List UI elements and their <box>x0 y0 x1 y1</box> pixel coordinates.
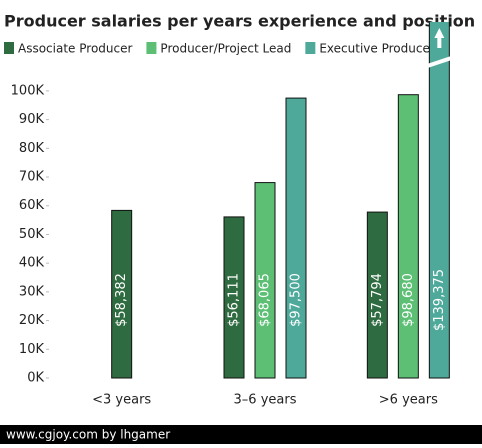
bar <box>223 216 245 379</box>
y-tick-label: 90K <box>19 112 45 127</box>
value-label: $58,382 <box>114 273 129 327</box>
overflow-arrow <box>434 28 445 48</box>
legend-label: Producer/Project Lead <box>160 42 291 56</box>
value-label: $139,375 <box>432 269 447 331</box>
bar <box>397 94 419 379</box>
footer-text: www.cgjoy.com by lhgamer <box>6 428 170 442</box>
bar <box>366 211 388 379</box>
legend-swatch <box>4 42 14 54</box>
x-tick-label: 3–6 years <box>234 393 297 408</box>
y-tick-label: 50K <box>19 227 45 242</box>
y-tick-label: 80K <box>19 141 45 156</box>
x-tick-label: <3 years <box>92 393 151 408</box>
y-tick-label: 0K <box>27 371 44 386</box>
bar <box>285 97 307 379</box>
legend-swatch <box>146 42 157 54</box>
y-tick-label: 40K <box>19 256 45 271</box>
legend-label: Executive Producer <box>319 42 434 56</box>
value-label: $56,111 <box>227 273 242 327</box>
y-tick-label: 30K <box>19 284 45 299</box>
bar <box>111 209 133 379</box>
y-tick-label: 20K <box>19 313 45 328</box>
legend-swatch <box>305 42 316 54</box>
value-label: $68,065 <box>258 273 273 327</box>
axis-break <box>426 56 452 68</box>
y-tick-label: 100K <box>11 83 45 98</box>
plot-area <box>111 22 450 379</box>
bar <box>254 182 276 379</box>
y-tick-label: 60K <box>19 198 45 213</box>
chart-title: Producer salaries per years experience a… <box>4 12 475 31</box>
value-label: $98,680 <box>401 273 416 327</box>
value-label: $97,500 <box>289 273 304 327</box>
x-tick-label: >6 years <box>379 393 438 408</box>
bar <box>428 22 450 379</box>
legend-label: Associate Producer <box>18 42 132 56</box>
footer-bar <box>0 425 482 444</box>
value-label: $57,794 <box>370 273 385 327</box>
y-tick-label: 70K <box>19 170 45 185</box>
y-tick-label: 10K <box>19 342 45 357</box>
